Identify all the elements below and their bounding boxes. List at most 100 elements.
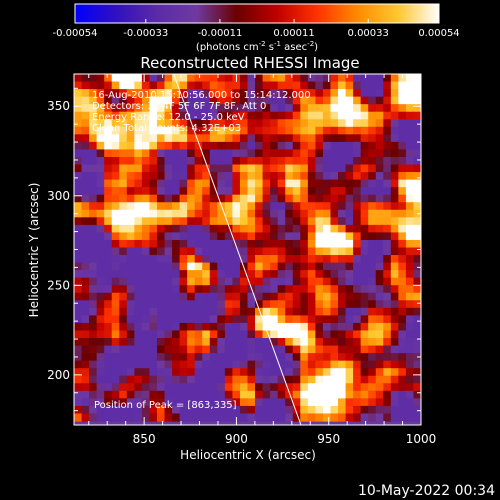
heatmap-cell — [217, 81, 226, 90]
heatmap-cell — [89, 126, 98, 135]
heatmap-cell — [134, 255, 143, 264]
heatmap-cell — [232, 368, 241, 377]
heatmap-cell — [353, 194, 362, 203]
heatmap-cell — [141, 292, 151, 301]
heatmap-cell — [300, 255, 309, 264]
heatmap-cell — [285, 232, 294, 241]
heatmap-cell — [119, 187, 128, 196]
heatmap-cell — [156, 292, 166, 301]
heatmap-cell — [202, 172, 211, 181]
heatmap-cell — [262, 255, 271, 264]
heatmap-cell — [179, 330, 188, 339]
heatmap-cell — [239, 285, 249, 294]
heatmap-cell — [239, 368, 249, 377]
heatmap-cell — [172, 270, 181, 279]
heatmap-cell — [322, 398, 332, 407]
heatmap-cell — [217, 224, 226, 234]
heatmap-cell — [119, 330, 128, 339]
heatmap-cell — [224, 338, 234, 347]
heatmap-cell — [239, 360, 249, 369]
heatmap-cell — [330, 405, 339, 415]
heatmap-cell — [398, 126, 407, 135]
heatmap-cell — [375, 202, 384, 211]
heatmap-cell — [277, 104, 286, 113]
heatmap-cell — [81, 232, 90, 241]
heatmap-cell — [383, 353, 392, 362]
heatmap-cell — [383, 164, 392, 173]
heatmap-cell — [345, 307, 354, 316]
heatmap-cell — [292, 179, 301, 188]
heatmap-cell — [89, 179, 98, 188]
heatmap-cell — [368, 247, 377, 256]
heatmap-cell — [292, 375, 301, 384]
heatmap-cell — [74, 285, 83, 294]
heatmap-cell — [390, 172, 399, 181]
heatmap-cell — [405, 390, 415, 399]
heatmap-cell — [270, 209, 279, 218]
heatmap-cell — [209, 172, 218, 181]
heatmap-cell — [338, 413, 347, 422]
heatmap-cell — [390, 224, 399, 234]
heatmap-cell — [368, 315, 377, 324]
heatmap-cell — [126, 277, 135, 286]
heatmap-cell — [202, 338, 211, 347]
heatmap-cell — [239, 383, 249, 392]
heatmap-cell — [300, 383, 309, 392]
heatmap-cell — [300, 111, 309, 120]
heatmap-cell — [224, 360, 234, 369]
heatmap-cell — [405, 277, 415, 286]
heatmap-cell — [330, 390, 339, 399]
heatmap-cell — [239, 300, 249, 309]
heatmap-cell — [217, 360, 226, 369]
heatmap-cell — [383, 413, 392, 422]
heatmap-cell — [360, 89, 369, 98]
heatmap-cell — [239, 405, 249, 415]
heatmap-cell — [383, 104, 392, 113]
heatmap-cell — [383, 255, 392, 264]
heatmap-cell — [247, 338, 256, 347]
heatmap-cell — [247, 104, 256, 113]
heatmap-cell — [96, 232, 105, 241]
heatmap-cell — [194, 134, 203, 143]
heatmap-cell — [345, 353, 354, 362]
heatmap-cell — [104, 126, 113, 135]
heatmap-cell — [285, 262, 294, 271]
heatmap-cell — [111, 247, 120, 256]
heatmap-cell — [292, 209, 301, 218]
heatmap-cell — [315, 96, 324, 105]
heatmap-cell — [187, 360, 196, 369]
heatmap-cell — [383, 307, 392, 316]
heatmap-cell — [353, 255, 362, 264]
heatmap-cell — [353, 375, 362, 384]
heatmap-cell — [277, 179, 286, 188]
heatmap-cell — [126, 119, 135, 128]
heatmap-cell — [239, 179, 249, 188]
heatmap-cell — [224, 277, 234, 286]
heatmap-cell — [164, 202, 173, 211]
heatmap-cell — [368, 126, 377, 135]
heatmap-cell — [172, 134, 181, 143]
heatmap-cell — [119, 224, 128, 234]
heatmap-cell — [405, 149, 415, 158]
heatmap-cell — [96, 398, 105, 407]
heatmap-cell — [111, 232, 120, 241]
heatmap-cell — [345, 368, 354, 377]
heatmap-cell — [307, 194, 316, 203]
heatmap-cell — [413, 164, 421, 173]
heatmap-cell — [126, 375, 135, 384]
heatmap-cell — [368, 277, 377, 286]
heatmap-cell — [232, 398, 241, 407]
heatmap-cell — [202, 375, 211, 384]
heatmap-cell — [89, 300, 98, 309]
heatmap-cell — [262, 239, 271, 249]
heatmap-cell — [224, 247, 234, 256]
heatmap-cell — [315, 172, 324, 181]
heatmap-cell — [292, 187, 301, 196]
heatmap-cell — [172, 307, 181, 316]
heatmap-cell — [164, 104, 173, 113]
heatmap-cell — [390, 315, 399, 324]
heatmap-cell — [292, 277, 301, 286]
heatmap-cell — [255, 179, 264, 188]
heatmap-cell — [270, 224, 279, 234]
heatmap-cell — [315, 383, 324, 392]
